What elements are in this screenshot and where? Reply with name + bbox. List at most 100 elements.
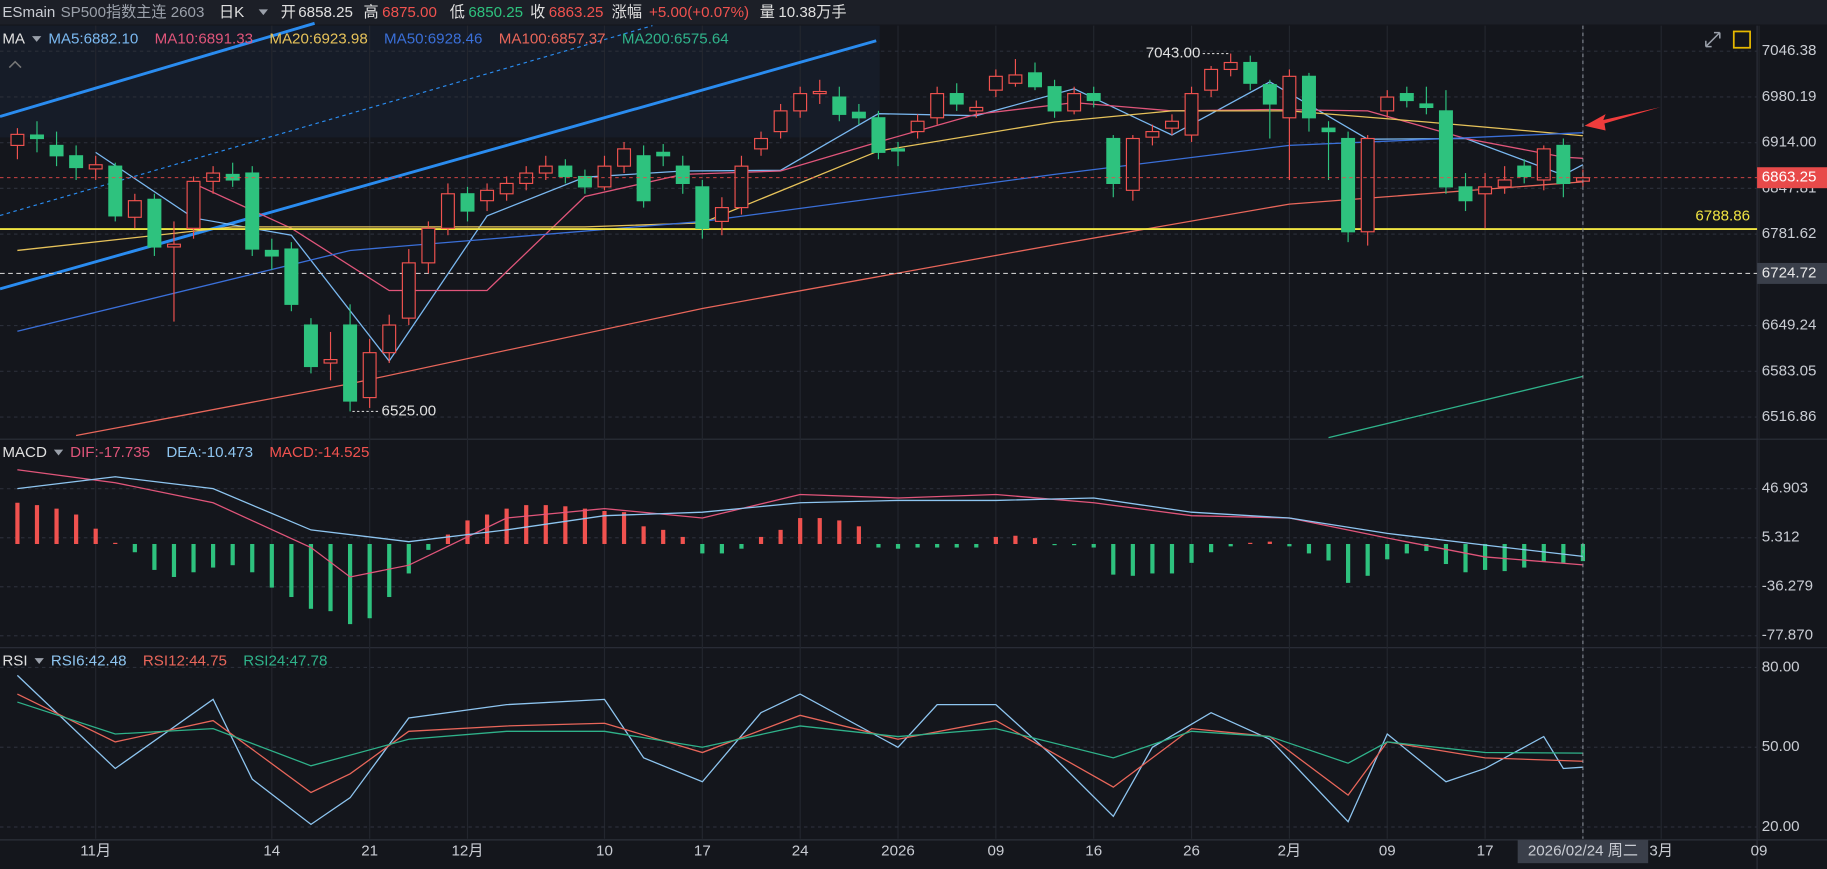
candle-body [577, 175, 592, 188]
macd-bar [1091, 543, 1096, 548]
dropdown-icon[interactable] [258, 9, 268, 16]
macd-bar [54, 508, 59, 544]
macd-bar [1443, 543, 1449, 565]
macd-bar [876, 543, 881, 548]
close-value: 6863.25 [549, 4, 604, 21]
x-tick-label: 2026/02/24 周二 [1528, 843, 1638, 860]
macd-bar [582, 508, 588, 544]
candle-body [1478, 186, 1493, 195]
candle-body [793, 93, 808, 112]
legend-label: MA100:6857.37 [499, 31, 606, 48]
candle-body [1536, 148, 1551, 181]
candle-body [988, 75, 1003, 91]
symbol[interactable]: ESmain [2, 4, 55, 21]
candle-body [1106, 137, 1121, 184]
candle-body [969, 106, 984, 112]
candle-body [108, 165, 123, 217]
macd-bar [758, 536, 764, 544]
x-tick-label: 10 [596, 843, 613, 860]
macd-bar [504, 508, 509, 544]
legend-label: MA50:6928.46 [384, 31, 482, 48]
x-tick-label: 17 [694, 843, 711, 860]
x-tick-label: 17 [1477, 843, 1494, 860]
candle-body [1497, 179, 1512, 188]
macd-bar [387, 543, 392, 598]
macd-bar [426, 543, 431, 550]
candle-body [1145, 131, 1160, 138]
dropdown-icon[interactable] [34, 658, 44, 664]
macd-bar [1072, 543, 1077, 546]
macd-bar [563, 506, 568, 544]
macd-bar [524, 505, 529, 544]
low-label: 6525.00 [382, 402, 437, 419]
candle-body [127, 200, 142, 218]
macd-bar [1130, 543, 1135, 576]
toolbar-icons [8, 30, 1751, 69]
candle-body [773, 110, 788, 133]
candle-body [1360, 137, 1375, 233]
indicator-line [17, 476, 1583, 557]
macd-bar [817, 518, 822, 544]
y-tick-label: 5.312 [1762, 529, 1800, 546]
dropdown-icon[interactable] [53, 449, 64, 456]
macd-bar [1189, 543, 1194, 563]
candle-body [812, 90, 827, 95]
period[interactable]: 日K [219, 4, 244, 21]
indicator-line [17, 469, 1583, 578]
macd-bar [895, 543, 901, 549]
x-tick-label: 24 [792, 843, 809, 860]
fit-icon[interactable] [1732, 30, 1751, 49]
legend-label: RSI12:44.75 [143, 653, 227, 670]
macd-bar [308, 543, 314, 609]
open-value: 6858.25 [298, 4, 353, 21]
candle-body [675, 165, 690, 184]
candle-body [1301, 75, 1316, 119]
candle-body [656, 151, 671, 157]
level-label: 6788.86 [1695, 207, 1750, 224]
candle-body [323, 359, 338, 364]
candle-body [49, 144, 64, 157]
header-bar [0, 0, 1827, 25]
candle-body [421, 227, 436, 264]
macd-bar [621, 512, 627, 544]
macd-bar [1385, 543, 1390, 560]
expand-icon[interactable] [1705, 31, 1721, 48]
dropdown-icon[interactable] [32, 36, 42, 42]
macd-bar [1032, 538, 1038, 544]
macd-bar [465, 520, 470, 544]
macd-bar [915, 543, 920, 548]
legend-label: RSI6:42.48 [51, 653, 127, 670]
x-tick-label: 09 [1379, 843, 1396, 860]
macd-bar [739, 543, 744, 549]
macd-bar [602, 510, 607, 544]
legend-label: MA10:6891.33 [155, 31, 253, 48]
collapse-icon[interactable] [8, 60, 22, 69]
candle-body [1204, 68, 1219, 91]
macd-bar [1306, 543, 1312, 554]
macd-bar [211, 543, 216, 568]
macd-bar [1502, 543, 1507, 572]
y-tick-label: 6583.05 [1762, 362, 1817, 379]
y-tick-label: 20.00 [1762, 818, 1800, 835]
y-tick-label: 6980.19 [1762, 88, 1817, 105]
macd-bar [328, 543, 333, 612]
candle-body [636, 155, 651, 202]
low-label: 低 [450, 4, 465, 21]
macd-bar [680, 536, 685, 544]
candle-body [186, 180, 201, 229]
candle-body [1184, 93, 1199, 136]
macd-bar [1326, 543, 1331, 561]
candle-body [538, 165, 553, 174]
candle-body [303, 324, 318, 368]
macd-bar [1169, 543, 1175, 574]
macd-bar [347, 543, 353, 625]
indicator-label: MA [2, 31, 26, 48]
open-label: 开 [281, 4, 296, 21]
header: ESmain SP500指数主连 2603 日K 开 6858.25 高 687… [2, 4, 846, 21]
candle-body [440, 193, 455, 229]
candle-body [1556, 144, 1571, 184]
candle-body [891, 148, 906, 152]
legend-label: RSI24:47.78 [243, 653, 327, 670]
macd-bar [837, 520, 842, 544]
macd-bar [34, 505, 40, 544]
